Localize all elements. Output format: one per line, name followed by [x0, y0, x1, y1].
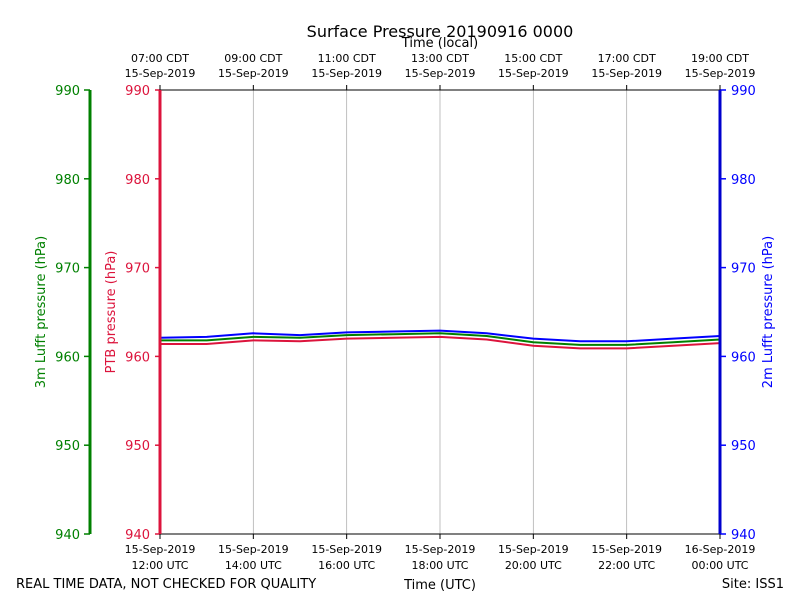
crimson-y-tick-label: 990: [125, 84, 150, 99]
blue-y-tick-label: 960: [731, 350, 756, 365]
bottom-x-tick-time: 00:00 UTC: [691, 559, 748, 572]
bottom-x-tick-date: 15-Sep-2019: [591, 543, 662, 556]
green-y-tick-label: 960: [55, 350, 80, 365]
green-y-axis-label: 3m Lufft pressure (hPa): [34, 236, 49, 388]
top-x-tick-date: 15-Sep-2019: [685, 67, 756, 80]
bottom-x-tick-time: 18:00 UTC: [411, 559, 468, 572]
series-lines: [159, 329, 721, 350]
crimson-y-tick-label: 950: [125, 439, 150, 454]
bottom-x-tick-time: 20:00 UTC: [505, 559, 562, 572]
green-y-tick-label: 970: [55, 262, 80, 277]
bottom-x-tick-time: 14:00 UTC: [225, 559, 282, 572]
axis-ticks: 940 940 940 950 950 950 960 960 960 970 970 970 980 9…: [55, 52, 756, 572]
bottom-x-tick-time: 22:00 UTC: [598, 559, 655, 572]
top-x-tick-date: 15-Sep-2019: [405, 67, 476, 80]
top-x-tick-time: 17:00 CDT: [598, 52, 656, 65]
site-label: Site: ISS1: [722, 577, 784, 592]
quality-disclaimer: REAL TIME DATA, NOT CHECKED FOR QUALITY: [16, 577, 316, 592]
grid: [252, 90, 628, 534]
crimson-y-tick-label: 980: [125, 173, 150, 188]
top-x-tick-date: 15-Sep-2019: [218, 67, 289, 80]
bottom-x-tick-time: 12:00 UTC: [131, 559, 188, 572]
blue-y-tick-label: 940: [731, 528, 756, 543]
top-x-tick-time: 15:00 CDT: [504, 52, 562, 65]
top-x-tick-date: 15-Sep-2019: [311, 67, 382, 80]
top-x-tick-date: 15-Sep-2019: [591, 67, 662, 80]
top-x-tick-time: 07:00 CDT: [131, 52, 189, 65]
chart-title: Surface Pressure 20190916 0000: [307, 22, 574, 41]
blue-y-tick-label: 990: [731, 84, 756, 99]
top-x-tick-date: 15-Sep-2019: [125, 67, 196, 80]
bottom-x-tick-date: 15-Sep-2019: [311, 543, 382, 556]
blue-y-tick-label: 950: [731, 439, 756, 454]
top-x-axis-label: Time (local): [401, 36, 478, 51]
top-x-tick-date: 15-Sep-2019: [498, 67, 569, 80]
bottom-x-tick-date: 16-Sep-2019: [685, 543, 756, 556]
crimson-y-tick-label: 970: [125, 262, 150, 277]
blue-y-tick-label: 970: [731, 262, 756, 277]
top-x-tick-time: 19:00 CDT: [691, 52, 749, 65]
bottom-x-axis-label: Time (UTC): [403, 578, 476, 593]
bottom-x-tick-date: 15-Sep-2019: [218, 543, 289, 556]
bottom-x-tick-date: 15-Sep-2019: [125, 543, 196, 556]
blue-y-tick-label: 980: [731, 173, 756, 188]
bottom-x-tick-date: 15-Sep-2019: [405, 543, 476, 556]
series-line-0: [160, 335, 721, 350]
crimson-y-tick-label: 960: [125, 350, 150, 365]
top-x-tick-time: 13:00 CDT: [411, 52, 469, 65]
top-x-tick-time: 09:00 CDT: [224, 52, 282, 65]
series-line-1: [160, 332, 721, 346]
bottom-x-tick-time: 16:00 UTC: [318, 559, 375, 572]
blue-y-axis-label: 2m Lufft pressure (hPa): [761, 236, 776, 388]
green-y-tick-label: 940: [55, 528, 80, 543]
series-line-2: [159, 329, 721, 343]
green-y-tick-label: 980: [55, 173, 80, 188]
top-x-tick-time: 11:00 CDT: [318, 52, 376, 65]
green-y-tick-label: 950: [55, 439, 80, 454]
bottom-x-tick-date: 15-Sep-2019: [498, 543, 569, 556]
green-y-tick-label: 990: [55, 84, 80, 99]
crimson-y-axis-label: PTB pressure (hPa): [104, 251, 119, 374]
plot-frame: [88, 89, 722, 535]
crimson-y-tick-label: 940: [125, 528, 150, 543]
